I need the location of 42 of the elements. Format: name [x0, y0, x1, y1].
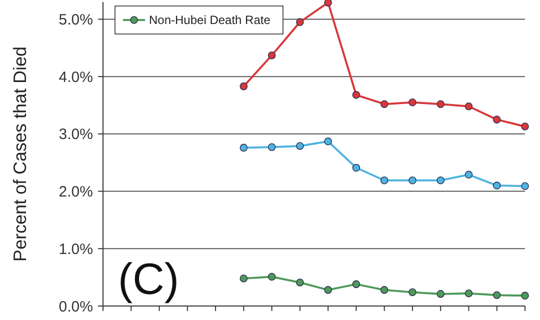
y-tick-label: 0.0%	[58, 298, 93, 316]
point	[268, 272, 276, 281]
point	[492, 291, 501, 299]
point	[296, 142, 304, 150]
y-tick-label: 5.0%	[58, 11, 93, 28]
y-tick-label: 1.0%	[58, 240, 93, 258]
point	[492, 116, 501, 124]
point	[352, 91, 360, 99]
point	[380, 286, 388, 294]
point	[492, 182, 501, 190]
point	[380, 100, 388, 108]
y-axis-title: Percent of Cases that Died	[10, 46, 30, 262]
point	[240, 274, 248, 282]
point	[296, 18, 304, 26]
point	[436, 290, 444, 298]
point	[380, 176, 388, 184]
point	[240, 82, 248, 90]
annotation: (C)	[118, 255, 180, 304]
point	[408, 288, 416, 296]
point	[408, 98, 416, 106]
point	[521, 292, 529, 300]
point	[324, 286, 332, 294]
point	[352, 280, 360, 288]
point	[464, 102, 473, 110]
y-tick-label: 2.0%	[58, 184, 93, 201]
point	[268, 143, 276, 152]
point	[521, 122, 529, 130]
point	[324, 0, 332, 6]
legend-label: Non-Hubei Death Rate	[149, 13, 271, 28]
point	[436, 176, 444, 184]
point	[408, 176, 416, 184]
point	[352, 164, 360, 172]
point	[324, 137, 332, 146]
y-tick-label: 4.0%	[58, 68, 93, 86]
point	[296, 278, 304, 286]
point	[464, 289, 473, 298]
point	[268, 51, 276, 60]
point	[436, 100, 444, 108]
point	[240, 144, 248, 152]
y-tick-label: 3.0%	[58, 126, 93, 144]
point	[464, 170, 473, 179]
point	[521, 182, 529, 190]
